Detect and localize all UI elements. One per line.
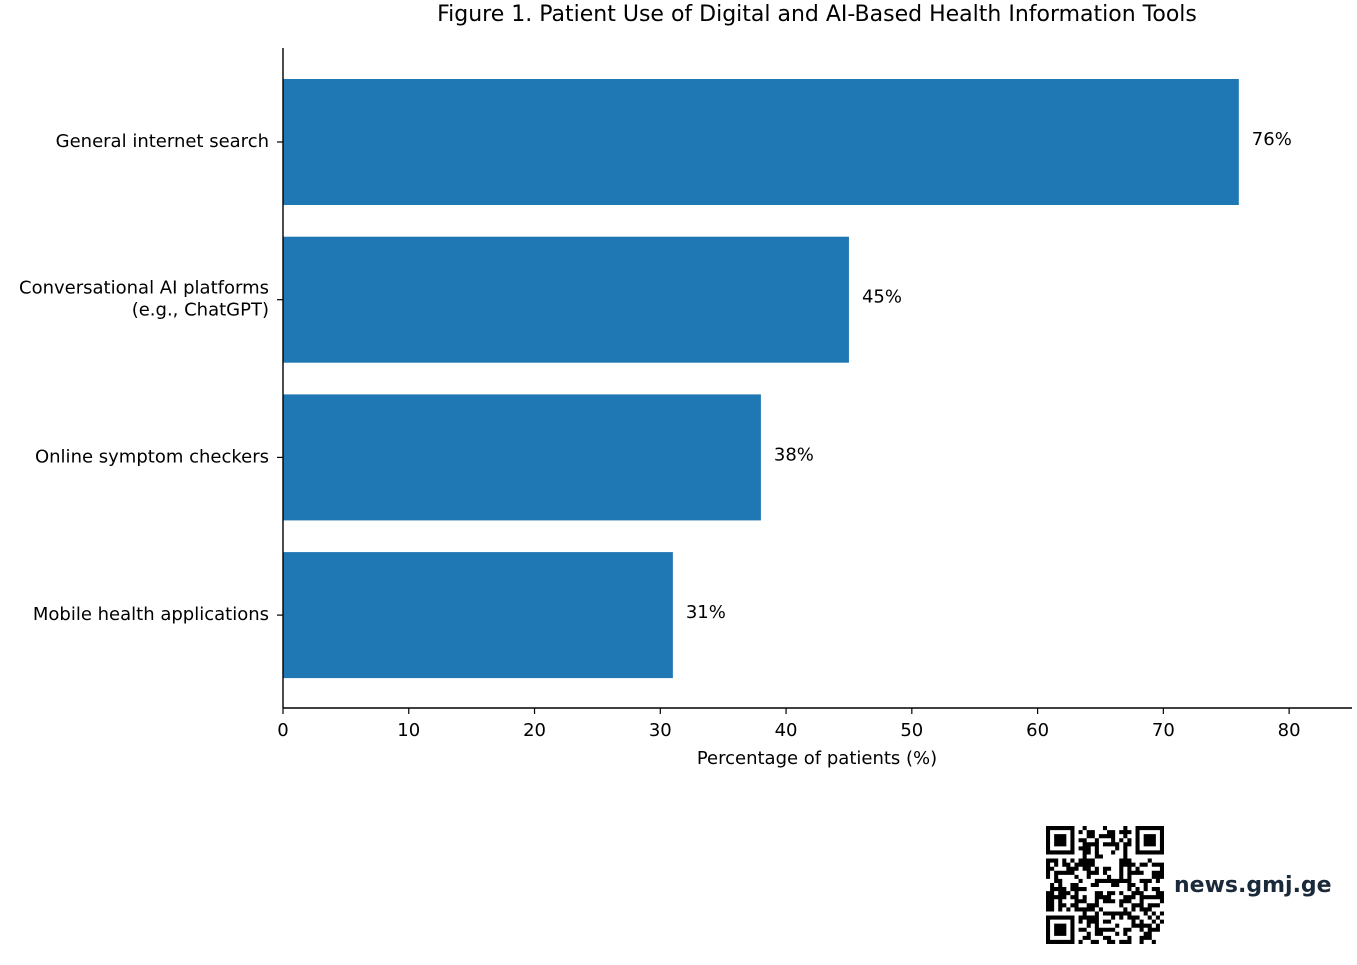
bar-2 [283, 394, 761, 521]
y-tick-label-1-1: (e.g., ChatGPT) [132, 300, 269, 321]
x-tick-label-2: 20 [523, 720, 546, 741]
bar-1 [283, 236, 849, 363]
x-tick-label-8: 80 [1278, 720, 1301, 741]
x-tick-label-6: 60 [1026, 720, 1049, 741]
data-label-3: 31% [686, 602, 726, 623]
data-label-2: 38% [774, 444, 814, 465]
data-label-1: 45% [862, 287, 902, 308]
bar-3 [283, 552, 673, 679]
source-block: news.gmj.ge [1046, 826, 1332, 944]
chart-title: Figure 1. Patient Use of Digital and AI-… [437, 2, 1197, 27]
x-tick-label-4: 40 [775, 720, 798, 741]
x-tick-label-0: 0 [277, 720, 288, 741]
y-tick-label-1-0: Conversational AI platforms [19, 278, 269, 299]
qr-code-pattern [1046, 826, 1164, 944]
x-tick-label-3: 30 [649, 720, 672, 741]
x-tick-label-5: 50 [900, 720, 923, 741]
y-tick-label-3-0: Mobile health applications [33, 604, 269, 625]
y-tick-label-0-0: General internet search [56, 131, 269, 152]
qr-code-icon [1046, 826, 1164, 944]
x-axis-label: Percentage of patients (%) [697, 748, 937, 769]
x-tick-label-1: 10 [397, 720, 420, 741]
x-tick-label-7: 70 [1152, 720, 1175, 741]
y-tick-label-2-0: Online symptom checkers [35, 446, 269, 467]
data-label-0: 76% [1252, 129, 1292, 150]
source-url: news.gmj.ge [1174, 872, 1332, 898]
bar-0 [283, 79, 1239, 205]
